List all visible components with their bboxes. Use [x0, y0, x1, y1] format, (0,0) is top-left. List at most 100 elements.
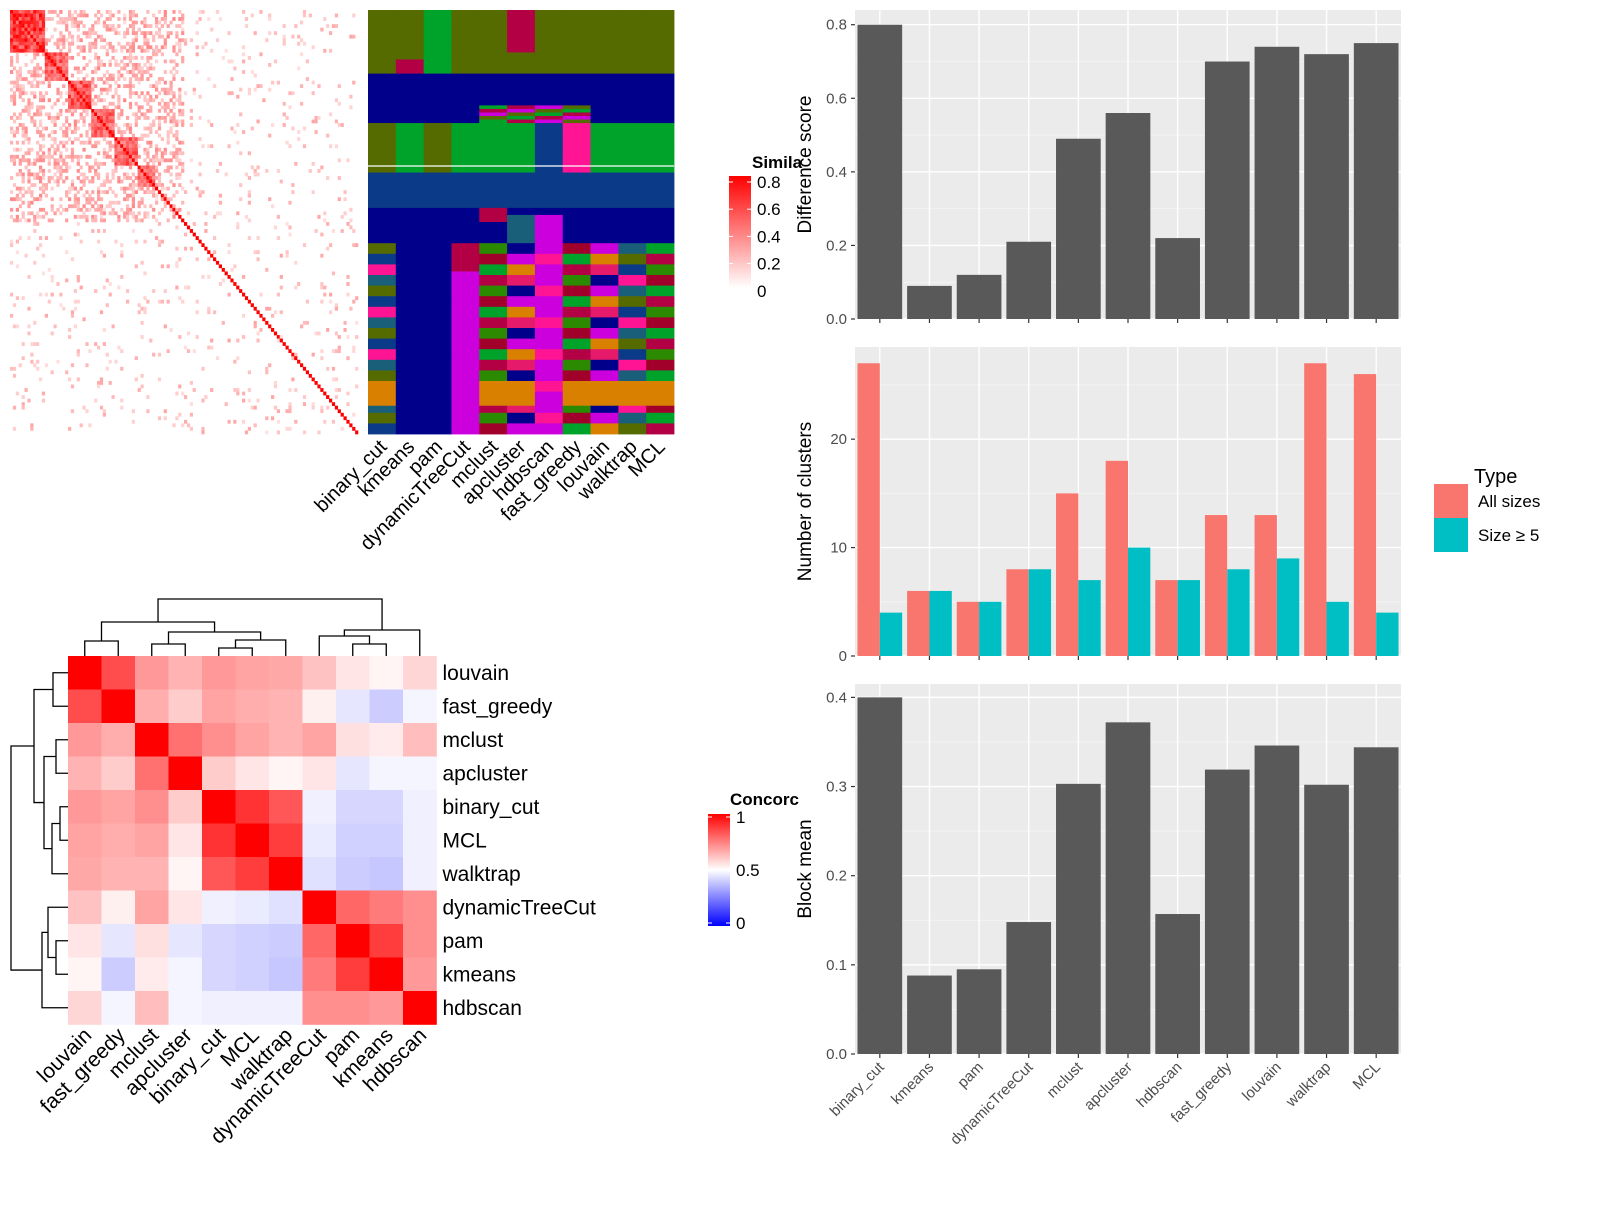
similarity-cell — [143, 179, 147, 184]
similarity-cell — [352, 345, 356, 350]
similarity-cell — [175, 211, 179, 216]
similarity-cell — [320, 405, 324, 410]
membership-cell — [423, 211, 452, 216]
similarity-cell — [140, 186, 144, 191]
similarity-cell — [157, 416, 162, 421]
similarity-cell — [111, 395, 115, 399]
similarity-cell — [221, 278, 225, 283]
membership-cell — [507, 381, 536, 385]
similarity-cell — [12, 27, 17, 32]
similarity-cell — [53, 123, 57, 127]
similarity-cell — [143, 172, 147, 177]
similarity-cell — [97, 34, 101, 39]
similarity-cell — [155, 186, 159, 191]
membership-cell — [590, 70, 619, 74]
bar — [1204, 61, 1250, 319]
membership-cell — [534, 108, 564, 113]
similarity-cell — [105, 126, 109, 131]
similarity-cell — [114, 147, 118, 152]
similarity-cell — [30, 359, 34, 364]
similarity-cell — [27, 10, 31, 14]
similarity-cell — [79, 207, 83, 212]
similarity-cell — [175, 190, 179, 195]
membership-cell — [451, 402, 480, 407]
membership-cell — [451, 24, 480, 29]
similarity-cell — [352, 34, 356, 39]
similarity-cell — [320, 285, 324, 290]
similarity-cell — [36, 176, 40, 180]
similarity-cell — [123, 13, 127, 18]
similarity-cell — [82, 94, 86, 99]
similarity-cell — [227, 144, 231, 149]
similarity-cell — [10, 313, 14, 318]
membership-cell — [534, 190, 564, 195]
similarity-cell — [175, 52, 179, 57]
similarity-cell — [18, 218, 22, 223]
similarity-cell — [320, 409, 324, 414]
similarity-cell — [123, 137, 127, 142]
concordance-cell — [369, 790, 404, 824]
similarity-cell — [343, 328, 347, 332]
similarity-cell — [97, 345, 101, 350]
similarity-cell — [311, 119, 315, 124]
similarity-cell — [157, 123, 162, 127]
similarity-cell — [233, 359, 237, 364]
membership-cell — [368, 388, 397, 392]
concordance-cell — [302, 857, 337, 891]
similarity-cell — [126, 144, 130, 149]
similarity-cell — [282, 123, 286, 127]
similarity-cell — [27, 101, 31, 106]
concordance-cell — [101, 890, 136, 925]
membership-cell — [646, 10, 675, 14]
similarity-cell — [59, 34, 63, 39]
similarity-cell — [166, 130, 170, 134]
similarity-cell — [70, 24, 75, 28]
similarity-cell — [33, 197, 37, 202]
similarity-cell — [47, 70, 51, 74]
y-axis-title: Difference score — [795, 96, 816, 234]
membership-cell — [451, 320, 480, 325]
bar-size-ge-5 — [1227, 569, 1250, 656]
membership-cell — [562, 236, 591, 241]
similarity-cell — [198, 10, 202, 14]
membership-cell — [534, 306, 564, 311]
similarity-cell — [288, 200, 292, 205]
membership-cell — [646, 24, 675, 29]
membership-cell — [451, 381, 480, 385]
similarity-cell — [27, 186, 31, 191]
membership-cell — [590, 45, 619, 50]
similarity-cell — [279, 179, 283, 184]
similarity-cell — [108, 140, 112, 145]
similarity-cell — [99, 45, 104, 50]
similarity-cell — [334, 13, 338, 18]
similarity-cell — [82, 84, 86, 89]
similarity-cell — [302, 41, 307, 46]
similarity-cell — [36, 73, 40, 78]
concordance-cell — [336, 957, 370, 992]
similarity-cell — [114, 239, 118, 244]
membership-cell — [479, 98, 508, 103]
similarity-cell — [91, 214, 95, 219]
membership-cell — [451, 345, 480, 350]
membership-cell — [507, 34, 536, 39]
concordance-cell — [135, 656, 169, 690]
similarity-cell — [157, 119, 162, 124]
membership-cell — [395, 388, 425, 392]
similarity-cell — [175, 63, 179, 67]
similarity-cell — [184, 395, 188, 399]
similarity-cell — [337, 158, 341, 163]
concordance-cell — [68, 790, 102, 824]
membership-cell — [646, 158, 675, 163]
membership-cell — [368, 91, 397, 96]
membership-cell — [646, 388, 675, 392]
similarity-cell — [99, 207, 104, 212]
similarity-cell — [120, 179, 124, 184]
similarity-cell — [247, 55, 251, 60]
membership-cell — [534, 38, 564, 43]
similarity-cell — [18, 34, 22, 39]
similarity-cell — [137, 70, 141, 74]
similarity-cell — [27, 38, 31, 43]
membership-cell — [507, 200, 536, 205]
membership-cell — [507, 313, 536, 318]
similarity-cell — [331, 402, 336, 407]
